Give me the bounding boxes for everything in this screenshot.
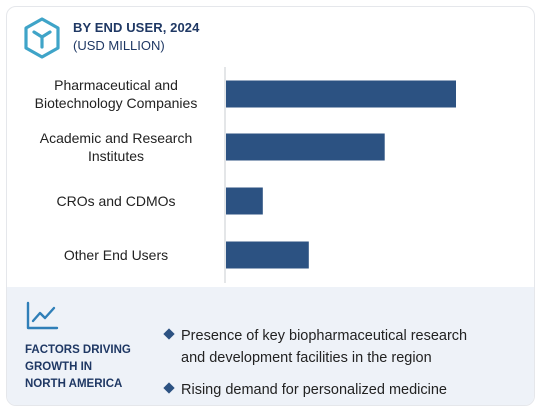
factors-title-line: FACTORS DRIVING [25,344,131,356]
bar-chart: Pharmaceutical and Biotechnology Companie… [35,67,456,283]
chart-title: BY END USER, 2024 [73,20,200,35]
bar [226,133,385,161]
factor-bullet-text: Presence of key biopharmaceutical resear… [181,328,468,344]
bar [226,187,263,215]
category-label: Biotechnology Companies [35,95,198,111]
factor-bullet-text: Rising demand for personalized medicine [181,382,447,398]
factors-title-line: NORTH AMERICA [25,378,123,390]
factor-bullet-text: and development facilities in the region [181,350,432,366]
category-label: Other End Users [64,247,168,263]
cube-logo-icon [24,17,60,59]
diamond-bullet-icon [163,382,175,394]
chart-card: BY END USER, 2024 (USD MILLION) Pharmace… [6,6,535,406]
bar [226,241,309,269]
trend-line-icon [26,301,59,330]
category-label: CROs and CDMOs [56,193,175,209]
chart-subtitle: (USD MILLION) [73,38,165,53]
category-label: Institutes [88,148,144,164]
factors-panel: FACTORS DRIVING GROWTH IN NORTH AMERICA … [7,287,534,405]
category-label: Academic and Research [40,130,193,146]
factors-title-line: GROWTH IN [25,361,93,373]
factors-title: FACTORS DRIVING GROWTH IN NORTH AMERICA [25,342,155,393]
bar [226,80,456,108]
category-label: Pharmaceutical and [54,77,178,93]
diamond-bullet-icon [163,328,175,340]
